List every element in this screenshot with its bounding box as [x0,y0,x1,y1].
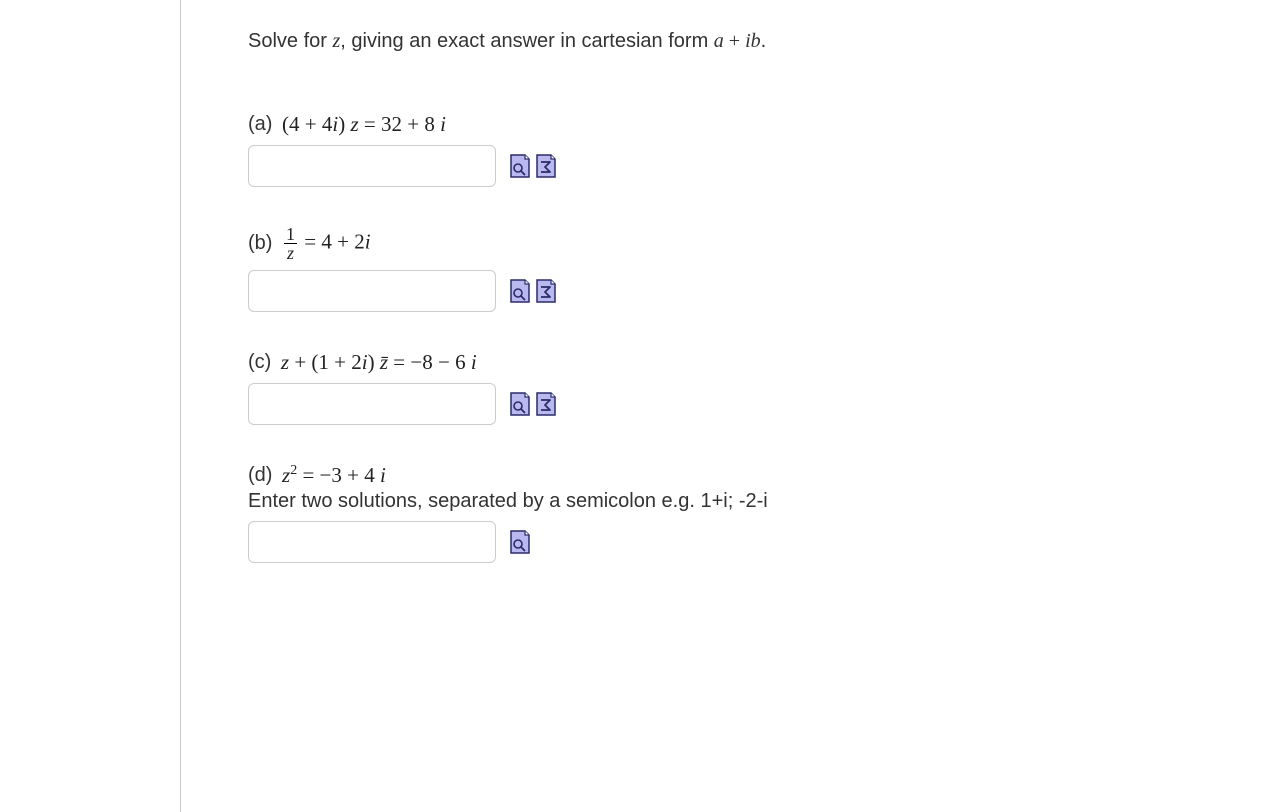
part-b-answer-input[interactable] [248,270,496,312]
part-b-label: (b) [248,232,272,255]
part-d: (d) z2 = −3 + 4 i Enter two solutions, s… [248,463,1223,563]
part-c-answer-input[interactable] [248,383,496,425]
c-eq-z: z [281,350,289,374]
left-vertical-rule [180,0,181,812]
b-frac-den: z [284,243,297,262]
b-eq-i: i [365,229,371,253]
c-eq-plus: + (1 + 2 [289,350,362,374]
part-d-equation: z2 = −3 + 4 i [282,463,386,488]
question-content: Solve for z , giving an exact answer in c… [248,28,1223,601]
part-c-equation: z + (1 + 2i) z̄ = −8 − 6 i [281,350,477,375]
c-eq-eq: = −8 − 6 [388,350,471,374]
preview-icon[interactable] [508,391,532,417]
sigma-icon[interactable] [534,391,558,417]
part-c: (c) z + (1 + 2i) z̄ = −8 − 6 i [248,350,1223,425]
part-c-label: (c) [248,351,271,374]
question-statement: Solve for z, giving an exact answer in c… [248,28,1223,54]
c-eq-zbar: z̄ [380,350,388,374]
part-a: (a) (4 + 4i) z = 32 + 8 i [248,112,1223,187]
part-b: (b) 1 z = 4 + 2i [248,225,1223,312]
stmt-mid: , giving an exact answer in cartesian fo… [340,30,714,52]
c-eq-i2: i [471,350,477,374]
b-frac-num: 1 [284,225,297,243]
d-eq-i: i [380,463,386,487]
c-eq-close: ) [368,350,380,374]
sigma-icon[interactable] [534,153,558,179]
part-d-hint: Enter two solutions, separated by a semi… [248,490,1223,513]
stmt-post: . [761,30,767,52]
preview-icon[interactable] [508,153,532,179]
part-d-answer-input[interactable] [248,521,496,563]
stmt-pre: Solve for [248,30,332,52]
d-eq-z: z [282,463,290,487]
a-eq-i2: i [440,112,446,136]
preview-icon[interactable] [508,278,532,304]
part-a-label: (a) [248,113,272,136]
part-b-equation: 1 z = 4 + 2i [282,225,371,262]
a-eq-open: (4 + 4 [282,112,332,136]
preview-icon[interactable] [508,529,532,555]
stmt-a: a [714,30,724,52]
stmt-plus: + [724,30,745,52]
a-eq-z: z [350,112,358,136]
sigma-icon[interactable] [534,278,558,304]
a-eq-eq: = 32 + 8 [359,112,440,136]
stmt-ib: ib [745,30,761,52]
part-a-equation: (4 + 4i) z = 32 + 8 i [282,112,446,137]
b-frac: 1 z [284,225,297,262]
part-d-label: (d) [248,464,272,487]
a-eq-close: ) [338,112,350,136]
b-eq-eq: = 4 + 2 [299,229,365,253]
part-a-answer-input[interactable] [248,145,496,187]
d-eq-eq: = −3 + 4 [297,463,380,487]
